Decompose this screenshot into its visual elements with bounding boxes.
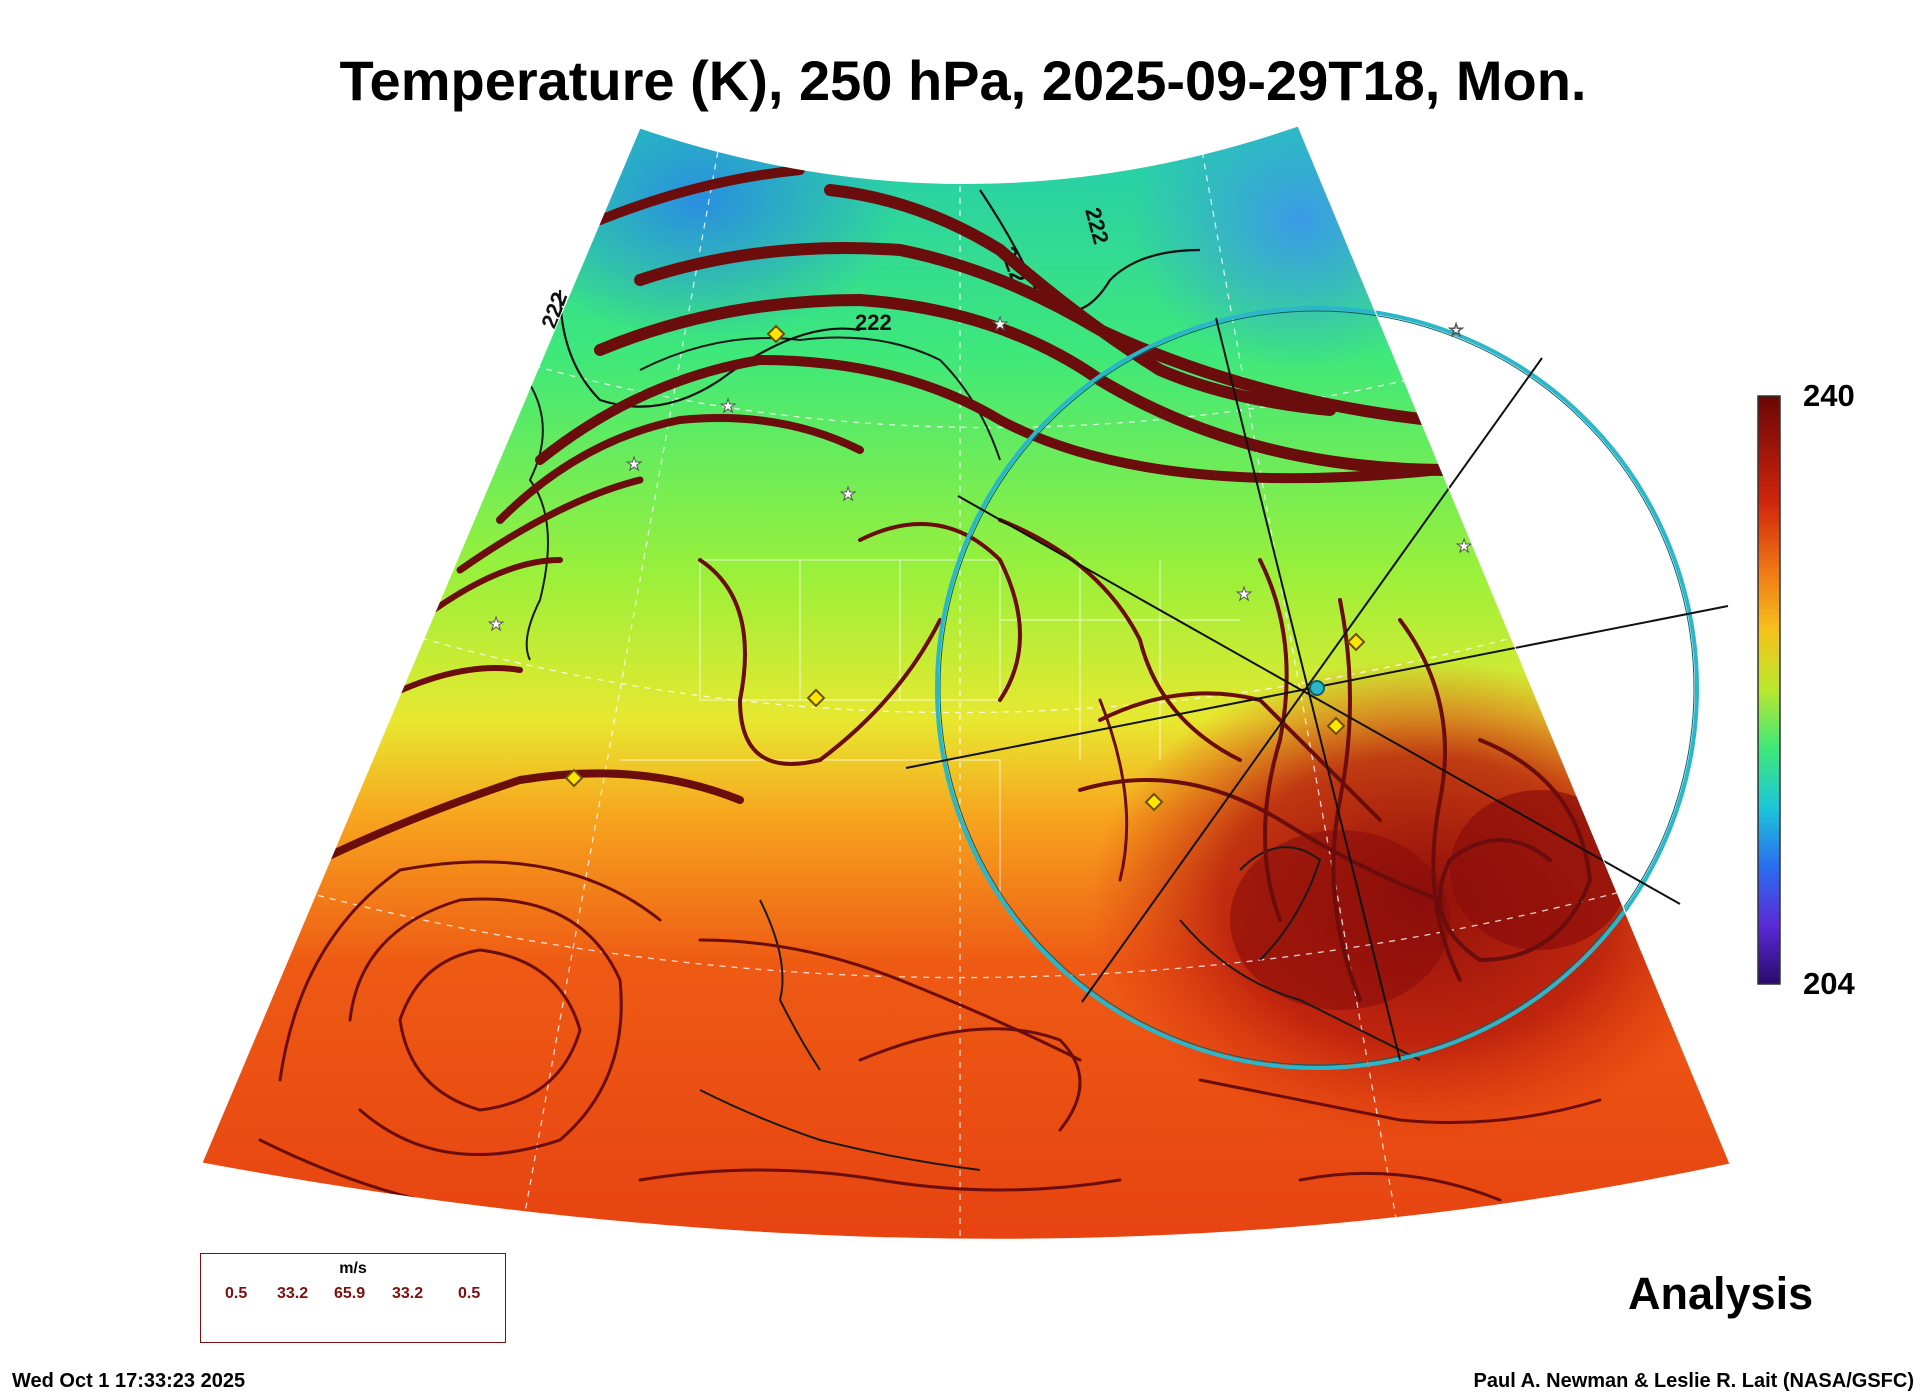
wind-legend-value: 0.5 <box>458 1285 481 1302</box>
streamline <box>1098 698 1129 882</box>
streamline <box>1331 598 1362 1002</box>
streamline <box>858 522 1022 702</box>
jet-streamline <box>535 354 1445 484</box>
streamline <box>698 558 942 766</box>
center-marker <box>1309 680 1325 696</box>
star-icon: ★ <box>1456 536 1472 557</box>
credit-line: Paul A. Newman & Leslie R. Lait (NASA/GS… <box>1473 1370 1914 1392</box>
diamond-marker <box>1144 792 1164 812</box>
jet-streamline <box>594 293 1456 476</box>
map-border <box>201 125 1731 1240</box>
state-borders <box>620 559 1240 900</box>
streamline <box>1398 618 1462 982</box>
streamline <box>258 1138 422 1202</box>
jet-streamline <box>456 476 644 574</box>
jet-streamline <box>595 165 805 225</box>
panel-label: Analysis <box>1628 1268 1814 1319</box>
wind-legend-value: 33.2 <box>277 1285 309 1302</box>
star-icon: ☆ <box>1448 320 1464 341</box>
streamline <box>1198 1078 1602 1124</box>
star-icon: ★ <box>626 454 642 475</box>
colorbar-min-label: 204 <box>1803 966 1855 1001</box>
star-icon: ★ <box>720 396 736 417</box>
colorbar <box>1757 395 1781 985</box>
streamline <box>638 1168 1122 1192</box>
diamond-marker <box>766 324 786 344</box>
wind-legend-unit: m/s <box>339 1260 367 1277</box>
star-markers: ★ ★ ★ ★ ★ ★ ★ ☆ <box>488 314 1473 636</box>
render-timestamp: Wed Oct 1 17:33:23 2025 <box>12 1370 246 1392</box>
streamline <box>398 948 582 1112</box>
diamond-marker <box>806 688 826 708</box>
streamline <box>1438 738 1593 963</box>
chart-title: Temperature (K), 250 hPa, 2025-09-29T18,… <box>339 49 1587 112</box>
star-icon: ★ <box>488 614 504 635</box>
streamline <box>1258 558 1289 922</box>
station-markers <box>564 324 1366 812</box>
jet-streamline <box>417 557 563 623</box>
star-icon: ★ <box>840 484 856 505</box>
jet-streamline <box>296 769 744 874</box>
coastlines <box>519 336 1421 1171</box>
streamline <box>1078 778 1442 902</box>
wind-legend-value: 65.9 <box>334 1285 366 1302</box>
wind-legend-value: 33.2 <box>392 1285 424 1302</box>
streamline <box>348 897 623 1156</box>
jet-streamline <box>634 242 1436 426</box>
wind-legend-value: 0.5 <box>225 1285 248 1302</box>
streamline <box>858 1027 1082 1132</box>
wind-legend: m/s 0.5 33.2 65.9 33.2 0.5 <box>200 1253 506 1343</box>
diamond-marker <box>1346 632 1366 652</box>
star-icon: ★ <box>1236 584 1252 605</box>
graticule <box>259 139 1701 1240</box>
streamline <box>1298 1171 1502 1202</box>
diamond-marker <box>1326 716 1346 736</box>
streamline <box>698 938 1082 1062</box>
star-icon: ★ <box>992 314 1008 335</box>
streamline <box>998 518 1242 762</box>
contour-label: 222 <box>855 310 892 335</box>
diamond-marker <box>564 768 584 788</box>
colorbar-max-label: 240 <box>1803 378 1855 413</box>
jet-streamline <box>496 414 864 524</box>
streamline <box>278 860 662 1082</box>
temperature-field <box>202 126 1730 1240</box>
range-ring <box>935 306 1699 1070</box>
